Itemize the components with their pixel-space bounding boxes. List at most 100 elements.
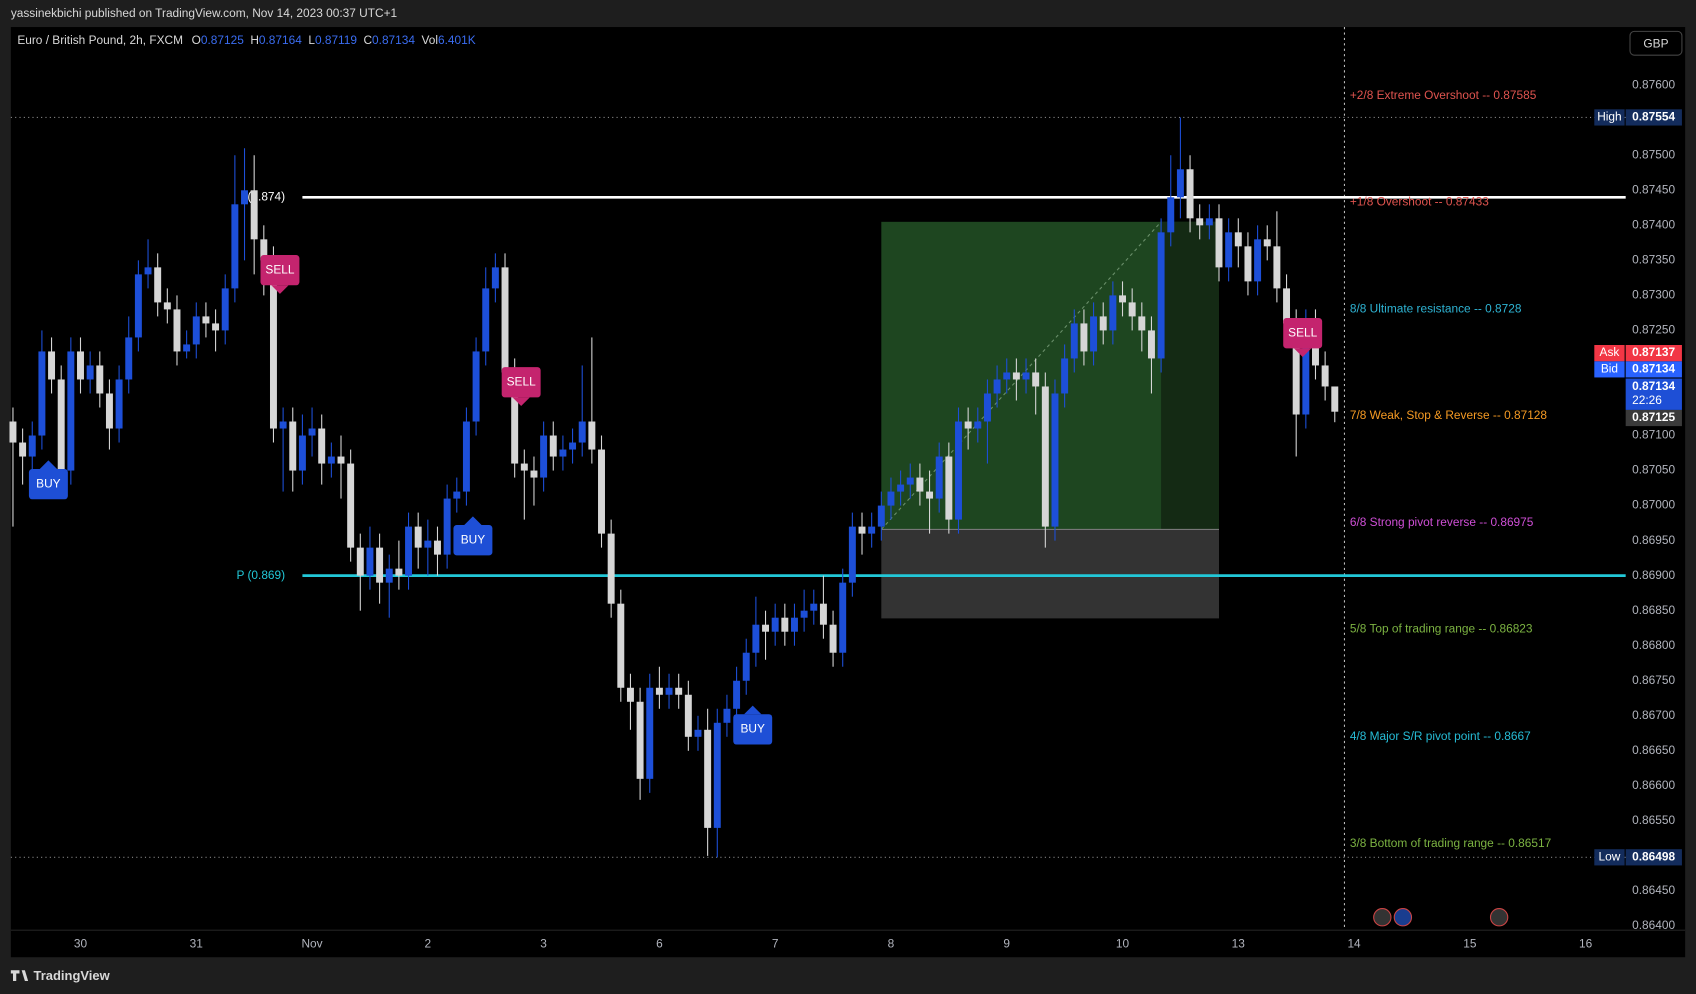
y-tick-label: 0.86750	[1632, 673, 1675, 687]
published-line: yassinekbichi published on TradingView.c…	[11, 6, 398, 20]
currency-button[interactable]	[1629, 30, 1683, 56]
legend-key: O	[192, 33, 201, 47]
target-zone-after	[1161, 221, 1219, 530]
candle-body	[684, 694, 692, 737]
candle-body	[163, 302, 171, 310]
y-tick-label: 0.86800	[1632, 638, 1675, 652]
level-label: +2/8 Extreme Overshoot -- 0.87585	[1350, 88, 1537, 102]
candle-body	[530, 470, 538, 478]
candle-body	[733, 680, 741, 709]
candle-body	[752, 624, 760, 653]
low-tag	[1594, 849, 1625, 866]
signal-box	[733, 714, 773, 745]
y-tick-label: 0.87600	[1632, 77, 1675, 91]
candle-body	[1263, 239, 1271, 247]
y-tick-label: 0.87350	[1632, 252, 1675, 266]
legend-title: Euro / British Pound, 2h, FXCM	[17, 33, 183, 47]
candle-body	[347, 463, 355, 548]
last-badge	[1625, 378, 1682, 410]
candle-body	[308, 428, 316, 436]
candle-body	[675, 687, 683, 695]
low-value: 0.86498	[1632, 849, 1675, 863]
candle-body	[1331, 386, 1339, 412]
candle-body	[655, 687, 663, 695]
candle-body	[955, 421, 962, 520]
candle-body	[742, 652, 750, 681]
high-badge	[1625, 109, 1682, 126]
candle-body	[298, 435, 306, 471]
candle-body	[1109, 295, 1117, 331]
candle-body	[983, 393, 991, 422]
signal-box	[453, 525, 493, 556]
x-tick-label: 9	[1003, 936, 1010, 950]
high-tag-label: High	[1597, 110, 1621, 124]
ask-tag	[1594, 344, 1625, 362]
bid-tag	[1594, 361, 1625, 378]
y-tick-label: 0.86600	[1632, 778, 1675, 792]
ask-badge	[1625, 344, 1682, 362]
candle-body	[945, 456, 953, 520]
candle-body	[887, 491, 895, 506]
x-tick-label: 31	[190, 936, 204, 950]
candle-body	[1012, 372, 1020, 380]
candle-body	[607, 533, 615, 604]
candle-body	[1119, 295, 1126, 303]
candle-body	[183, 344, 191, 352]
candle-body	[598, 449, 605, 534]
candle-body	[212, 323, 220, 331]
candle-body	[569, 442, 577, 450]
candle-body	[1205, 218, 1213, 226]
candle-body	[38, 351, 46, 436]
candle-body	[462, 421, 470, 492]
x-tick-label: 2	[425, 936, 432, 950]
x-tick-label: 10	[1116, 936, 1130, 950]
candle-body	[366, 547, 374, 576]
candle-body	[1215, 218, 1223, 268]
level-label: 3/8 Bottom of trading range -- 0.86517	[1350, 836, 1551, 850]
ask-tag-label: Ask	[1600, 345, 1620, 359]
legend-key: L	[308, 33, 315, 47]
candle-body	[790, 617, 798, 632]
marker-badge	[1625, 409, 1682, 427]
level-label: 5/8 Top of trading range -- 0.86823	[1350, 622, 1533, 636]
y-tick-label: 0.87300	[1632, 288, 1675, 302]
candle-body	[974, 421, 982, 429]
candle-body	[926, 491, 934, 499]
candle-body	[395, 568, 403, 576]
signal-label: BUY	[741, 722, 765, 736]
candle-body	[511, 372, 519, 464]
candle-body	[906, 477, 914, 485]
candle-body	[800, 610, 808, 618]
candle-body	[829, 624, 837, 653]
currency[interactable]: GBP	[1643, 36, 1668, 50]
level-label: 6/8 Strong pivot reverse -- 0.86975	[1350, 515, 1534, 529]
y-tick-label: 0.86450	[1632, 883, 1675, 897]
candle-body	[1176, 169, 1184, 198]
signal-pointer	[271, 285, 289, 294]
signal-pointer	[744, 705, 762, 715]
y-tick-label: 0.87500	[1632, 147, 1675, 161]
ask-value: 0.87137	[1632, 345, 1675, 359]
candle-body	[221, 288, 229, 331]
signal-box	[28, 469, 68, 500]
candle-body	[1138, 316, 1146, 331]
candle-body	[414, 526, 422, 548]
legend-value: 0.87125	[201, 33, 244, 47]
position-path	[880, 221, 1162, 530]
candle-body	[877, 505, 885, 527]
legend-value: 6.401K	[438, 33, 476, 47]
candle-body	[916, 477, 924, 492]
candle-body	[125, 337, 133, 380]
candle-body	[626, 687, 634, 702]
candle-body	[1302, 323, 1310, 415]
candle-body	[134, 274, 142, 338]
candle-body	[250, 190, 258, 240]
candle-body	[9, 421, 17, 443]
candle-body	[48, 351, 56, 380]
candle-body	[376, 547, 384, 583]
y-tick-label: 0.86950	[1632, 533, 1675, 547]
candle-body	[1061, 358, 1069, 394]
bid-tag-label: Bid	[1601, 361, 1618, 375]
candle-body	[1099, 316, 1107, 331]
